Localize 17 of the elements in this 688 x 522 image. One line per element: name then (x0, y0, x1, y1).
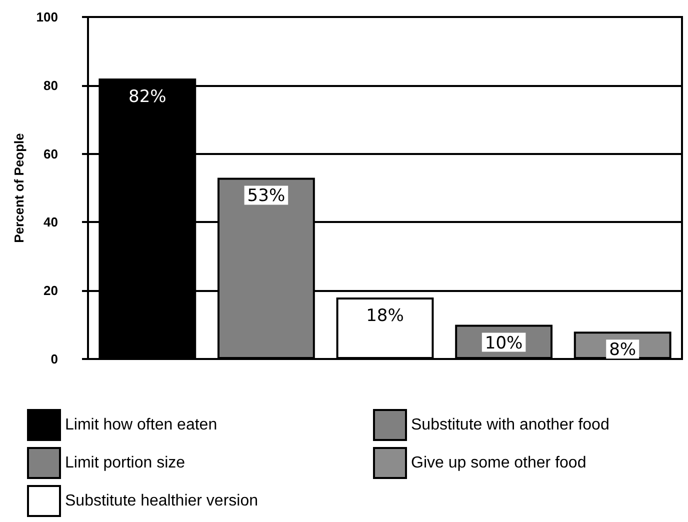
legend-label: Substitute healthier version (65, 492, 258, 510)
data-label: 53% (247, 186, 286, 206)
y-tick-label: 80 (44, 78, 58, 93)
y-tick-label: 0 (50, 352, 58, 366)
data-label: 8% (609, 340, 636, 360)
data-label: 18% (366, 306, 404, 326)
data-label: 10% (484, 333, 523, 354)
y-tick-label: 100 (36, 10, 58, 24)
data-label: 82% (128, 87, 166, 108)
legend-label: Give up some other food (411, 454, 586, 472)
legend-label: Substitute with another food (411, 416, 610, 434)
y-axis-title: Percent of People (11, 133, 26, 243)
legend-label: Limit portion size (65, 454, 186, 472)
legend-label: Limit how often eaten (65, 416, 218, 434)
y-tick-label: 20 (44, 283, 58, 298)
y-tick-label: 60 (44, 146, 58, 162)
y-tick-label: 40 (44, 214, 58, 230)
